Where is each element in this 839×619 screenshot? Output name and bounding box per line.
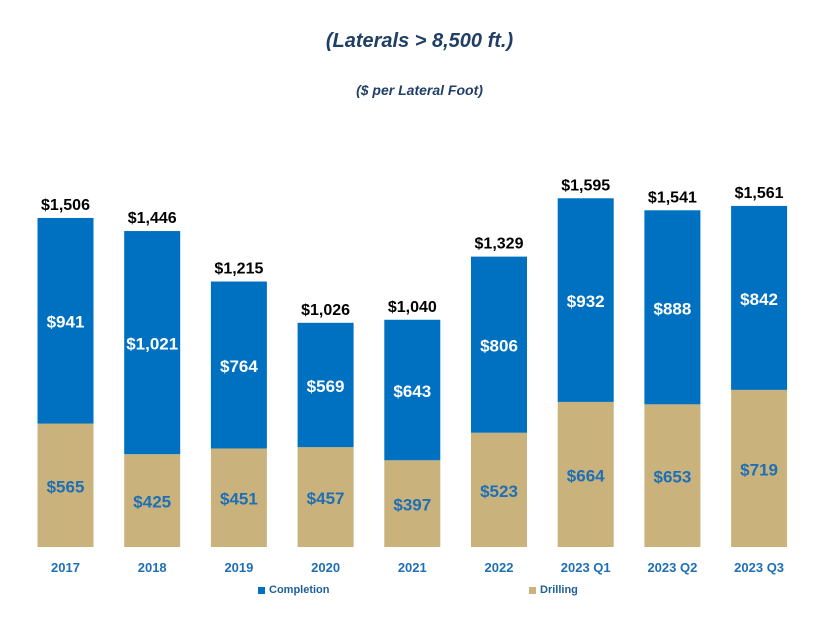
data-label-drilling: $565 <box>47 477 85 496</box>
x-tick-label: 2021 <box>398 560 427 575</box>
data-label-completion: $1,021 <box>126 335 178 354</box>
bar-drilling <box>557 401 614 547</box>
data-label-completion: $569 <box>307 377 345 396</box>
data-label-total: $1,040 <box>388 299 437 316</box>
data-label-drilling: $523 <box>480 482 518 501</box>
bar-completion <box>124 231 181 455</box>
bar-completion <box>731 205 788 390</box>
bar-drilling <box>210 448 267 547</box>
data-label-drilling: $425 <box>133 493 171 512</box>
legend-label-drilling: Drilling <box>540 584 578 596</box>
bar-drilling <box>37 423 94 547</box>
x-tick-label: 2022 <box>485 560 514 575</box>
x-tick-label: 2023 Q3 <box>734 560 784 575</box>
chart-title: (Laterals > 8,500 ft.) <box>325 30 514 52</box>
bar-drilling <box>124 454 181 547</box>
data-label-drilling: $397 <box>393 496 431 515</box>
data-label-total: $1,446 <box>128 210 177 227</box>
legend-swatch-completion <box>258 586 265 594</box>
data-label-completion: $842 <box>740 290 778 309</box>
data-label-total: $1,561 <box>735 185 784 202</box>
x-tick-label: 2023 Q2 <box>647 560 697 575</box>
data-label-completion: $941 <box>47 313 85 332</box>
legend-label-completion: Completion <box>269 584 330 596</box>
bar-drilling <box>297 447 354 547</box>
data-label-completion: $932 <box>567 292 605 311</box>
bar-completion <box>297 322 354 448</box>
data-label-drilling: $457 <box>307 489 345 508</box>
bar-completion <box>644 210 701 405</box>
bar-drilling <box>384 460 441 547</box>
bar-completion <box>37 217 94 424</box>
x-tick-label: 2020 <box>311 560 340 575</box>
bar-completion <box>471 256 527 433</box>
data-label-completion: $888 <box>653 299 691 318</box>
legend-item-completion: Completion <box>258 584 330 596</box>
data-label-completion: $806 <box>480 337 518 356</box>
bar-drilling <box>471 432 527 547</box>
bar-completion <box>210 281 267 449</box>
x-tick-label: 2017 <box>51 560 80 575</box>
data-label-total: $1,329 <box>475 236 524 253</box>
data-label-total: $1,541 <box>648 189 697 206</box>
bar-drilling <box>644 404 701 547</box>
x-tick-label: 2023 Q1 <box>561 560 611 575</box>
bar-completion <box>557 198 614 402</box>
x-tick-label: 2019 <box>224 560 253 575</box>
chart-subtitle: ($ per Lateral Foot) <box>356 82 483 98</box>
legend-item-drilling: Drilling <box>529 584 578 596</box>
data-label-total: $1,026 <box>301 302 350 319</box>
bar-completion <box>384 319 441 461</box>
data-label-total: $1,215 <box>214 261 263 278</box>
data-label-drilling: $664 <box>567 466 605 485</box>
legend-swatch-drilling <box>529 586 536 594</box>
data-label-drilling: $719 <box>740 460 778 479</box>
data-label-total: $1,506 <box>41 197 90 214</box>
x-tick-label: 2018 <box>138 560 167 575</box>
data-label-drilling: $653 <box>653 468 691 487</box>
data-label-drilling: $451 <box>220 490 258 509</box>
data-label-completion: $643 <box>393 382 431 401</box>
data-label-total: $1,595 <box>561 177 610 194</box>
bar-drilling <box>731 389 788 547</box>
data-label-completion: $764 <box>220 357 258 376</box>
